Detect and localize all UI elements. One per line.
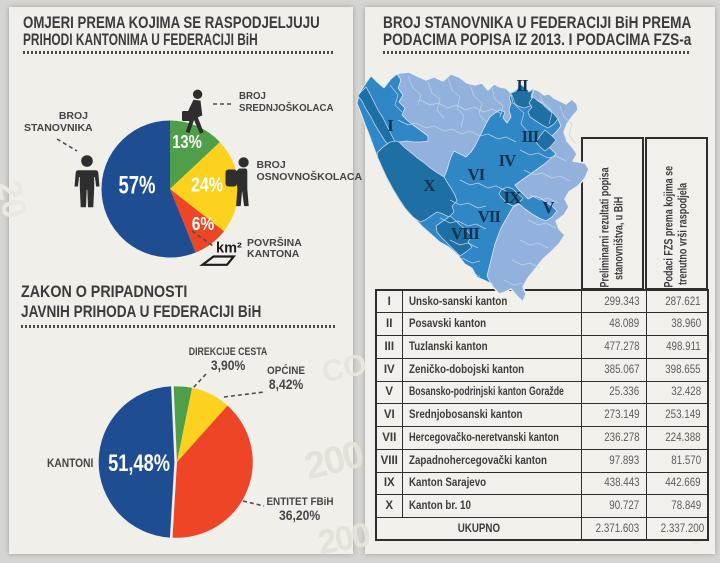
svg-text:I: I (387, 116, 393, 135)
svg-text:X: X (423, 176, 435, 195)
svg-text:IX: IX (504, 188, 522, 207)
svg-text:III: III (522, 127, 539, 146)
svg-text:VII: VII (478, 207, 501, 226)
svg-text:IV: IV (499, 151, 517, 170)
svg-text:VIII: VIII (451, 224, 479, 243)
svg-text:V: V (542, 198, 554, 217)
svg-text:VI: VI (468, 165, 485, 184)
svg-text:II: II (516, 76, 528, 95)
svg-text:km²: km² (216, 241, 242, 257)
